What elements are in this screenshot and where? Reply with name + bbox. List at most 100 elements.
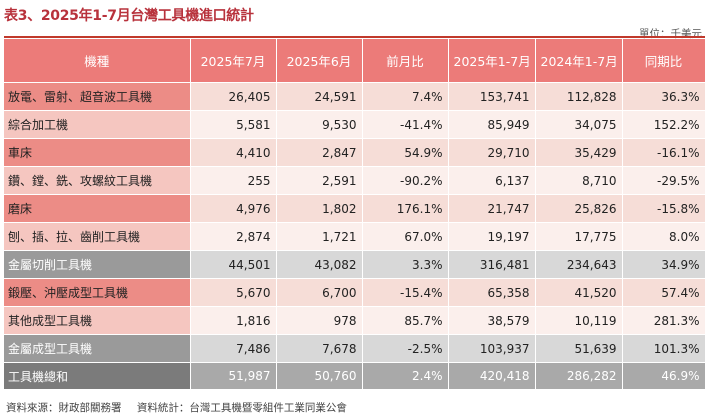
cell-ytd-2024: 35,429 (535, 138, 623, 167)
table-row: 刨、插、拉、齒削工具機 2,874 1,721 67.0% 19,197 17,… (4, 222, 706, 251)
cell-jun-2025: 978 (276, 306, 363, 335)
cell-jul-2025: 4,976 (190, 194, 277, 223)
cell-jun-2025: 6,700 (276, 278, 363, 307)
import-statistics-table: 機種 2025年7月 2025年6月 前月比 2025年1-7月 2024年1-… (4, 39, 706, 390)
header-jun-2025: 2025年6月 (276, 39, 363, 83)
table-row: 鑽、鏜、銑、攻螺紋工具機 255 2,591 -90.2% 6,137 8,71… (4, 166, 706, 195)
table-row: 磨床 4,976 1,802 176.1% 21,747 25,826 -15.… (4, 194, 706, 223)
cell-ytd-2024: 234,643 (535, 250, 623, 279)
table-row: 放電、雷射、超音波工具機 26,405 24,591 7.4% 153,741 … (4, 82, 706, 111)
row-name: 金屬切削工具機 (4, 250, 191, 279)
cell-yoy: -16.1% (622, 138, 706, 167)
cell-ytd-2025: 6,137 (448, 166, 536, 195)
cell-ytd-2025: 85,949 (448, 110, 536, 139)
source-note: 資料來源：財政部關務署 資料統計：台灣工具機暨零組件工業同業公會 (6, 400, 359, 415)
cell-yoy: 34.9% (622, 250, 706, 279)
subtotal-row: 金屬切削工具機 44,501 43,082 3.3% 316,481 234,6… (4, 250, 706, 279)
cell-jul-2025: 255 (190, 166, 277, 195)
cell-ytd-2025: 103,937 (448, 334, 536, 363)
total-row: 工具機總和 51,987 50,760 2.4% 420,418 286,282… (4, 362, 706, 390)
cell-jun-2025: 1,721 (276, 222, 363, 251)
cell-jul-2025: 1,816 (190, 306, 277, 335)
cell-ytd-2025: 19,197 (448, 222, 536, 251)
cell-yoy: 281.3% (622, 306, 706, 335)
cell-jul-2025: 2,874 (190, 222, 277, 251)
cell-jun-2025: 2,591 (276, 166, 363, 195)
cell-jun-2025: 43,082 (276, 250, 363, 279)
cell-yoy: 101.3% (622, 334, 706, 363)
cell-ytd-2024: 10,119 (535, 306, 623, 335)
row-name: 車床 (4, 138, 191, 167)
cell-jun-2025: 24,591 (276, 82, 363, 111)
cell-ytd-2025: 38,579 (448, 306, 536, 335)
cell-ytd-2025: 65,358 (448, 278, 536, 307)
cell-mom: -2.5% (362, 334, 449, 363)
cell-mom: 2.4% (362, 362, 449, 390)
cell-ytd-2024: 34,075 (535, 110, 623, 139)
row-name: 綜合加工機 (4, 110, 191, 139)
cell-mom: 54.9% (362, 138, 449, 167)
cell-jun-2025: 50,760 (276, 362, 363, 390)
header-yoy: 同期比 (622, 39, 706, 83)
row-name: 鍛壓、沖壓成型工具機 (4, 278, 191, 307)
row-name: 刨、插、拉、齒削工具機 (4, 222, 191, 251)
cell-jun-2025: 2,847 (276, 138, 363, 167)
compiled-by: 資料統計：台灣工具機暨零組件工業同業公會 (136, 402, 347, 414)
cell-ytd-2024: 8,710 (535, 166, 623, 195)
table-row: 綜合加工機 5,581 9,530 -41.4% 85,949 34,075 1… (4, 110, 706, 139)
cell-yoy: 36.3% (622, 82, 706, 111)
cell-ytd-2024: 25,826 (535, 194, 623, 223)
row-name: 其他成型工具機 (4, 306, 191, 335)
header-machine-type: 機種 (4, 39, 191, 83)
cell-mom: 85.7% (362, 306, 449, 335)
title-divider (4, 36, 705, 38)
header-mom: 前月比 (362, 39, 449, 83)
data-source: 資料來源：財政部關務署 (6, 402, 122, 414)
cell-ytd-2024: 112,828 (535, 82, 623, 111)
cell-mom: 3.3% (362, 250, 449, 279)
row-name: 鑽、鏜、銑、攻螺紋工具機 (4, 166, 191, 195)
header-jul-2025: 2025年7月 (190, 39, 277, 83)
cell-jun-2025: 1,802 (276, 194, 363, 223)
cell-yoy: 8.0% (622, 222, 706, 251)
cell-jul-2025: 5,581 (190, 110, 277, 139)
cell-yoy: 46.9% (622, 362, 706, 390)
cell-jul-2025: 4,410 (190, 138, 277, 167)
row-name: 金屬成型工具機 (4, 334, 191, 363)
cell-ytd-2025: 153,741 (448, 82, 536, 111)
table-row: 鍛壓、沖壓成型工具機 5,670 6,700 -15.4% 65,358 41,… (4, 278, 706, 307)
row-name: 工具機總和 (4, 362, 191, 390)
cell-yoy: 57.4% (622, 278, 706, 307)
table-row: 車床 4,410 2,847 54.9% 29,710 35,429 -16.1… (4, 138, 706, 167)
cell-mom: -90.2% (362, 166, 449, 195)
cell-jun-2025: 7,678 (276, 334, 363, 363)
cell-yoy: -15.8% (622, 194, 706, 223)
cell-ytd-2024: 17,775 (535, 222, 623, 251)
cell-yoy: 152.2% (622, 110, 706, 139)
cell-jul-2025: 51,987 (190, 362, 277, 390)
cell-mom: 176.1% (362, 194, 449, 223)
cell-ytd-2024: 51,639 (535, 334, 623, 363)
cell-mom: 67.0% (362, 222, 449, 251)
cell-jul-2025: 5,670 (190, 278, 277, 307)
subtotal-row: 金屬成型工具機 7,486 7,678 -2.5% 103,937 51,639… (4, 334, 706, 363)
cell-jul-2025: 26,405 (190, 82, 277, 111)
cell-ytd-2025: 420,418 (448, 362, 536, 390)
cell-ytd-2024: 286,282 (535, 362, 623, 390)
cell-jun-2025: 9,530 (276, 110, 363, 139)
cell-ytd-2024: 41,520 (535, 278, 623, 307)
row-name: 磨床 (4, 194, 191, 223)
cell-yoy: -29.5% (622, 166, 706, 195)
page-title: 表3、2025年1-7月台灣工具機進口統計 (4, 8, 254, 24)
row-name: 放電、雷射、超音波工具機 (4, 82, 191, 111)
cell-jul-2025: 7,486 (190, 334, 277, 363)
table-header-row: 機種 2025年7月 2025年6月 前月比 2025年1-7月 2024年1-… (4, 39, 706, 83)
cell-jul-2025: 44,501 (190, 250, 277, 279)
cell-mom: 7.4% (362, 82, 449, 111)
cell-mom: -15.4% (362, 278, 449, 307)
header-ytd-2025: 2025年1-7月 (448, 39, 536, 83)
cell-ytd-2025: 21,747 (448, 194, 536, 223)
cell-ytd-2025: 316,481 (448, 250, 536, 279)
header-ytd-2024: 2024年1-7月 (535, 39, 623, 83)
table-row: 其他成型工具機 1,816 978 85.7% 38,579 10,119 28… (4, 306, 706, 335)
